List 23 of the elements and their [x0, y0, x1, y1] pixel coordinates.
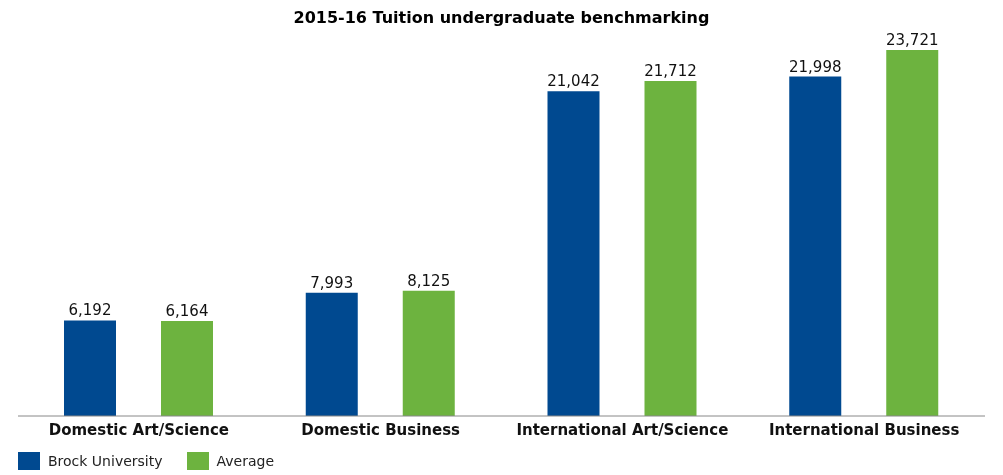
data-label: 21,712 — [644, 62, 697, 80]
bar — [305, 292, 358, 416]
legend-label: Average — [215, 452, 274, 470]
bar — [547, 91, 600, 416]
bar — [886, 50, 939, 416]
data-label: 8,125 — [407, 271, 451, 290]
x-tick-label: International Art/Science — [516, 420, 729, 439]
data-label: 7,993 — [310, 273, 354, 292]
bar — [161, 320, 213, 416]
chart-title: 2015-16 Tuition undergraduate benchmarking — [292, 8, 711, 29]
data-label: 6,164 — [165, 301, 209, 320]
data-label: 23,721 — [886, 31, 939, 49]
x-tick-label: Domestic Business — [301, 420, 461, 439]
x-tick-label: International Business — [768, 420, 960, 439]
data-label: 6,192 — [68, 301, 112, 320]
bar — [64, 320, 116, 416]
data-label: 21,042 — [547, 72, 600, 91]
bar — [789, 76, 842, 416]
x-tick-label: Domestic Art/Science — [48, 420, 230, 439]
bar — [402, 290, 455, 416]
bar — [644, 81, 697, 416]
data-label: 21,998 — [789, 57, 842, 76]
legend-label: Brock University — [47, 452, 163, 470]
